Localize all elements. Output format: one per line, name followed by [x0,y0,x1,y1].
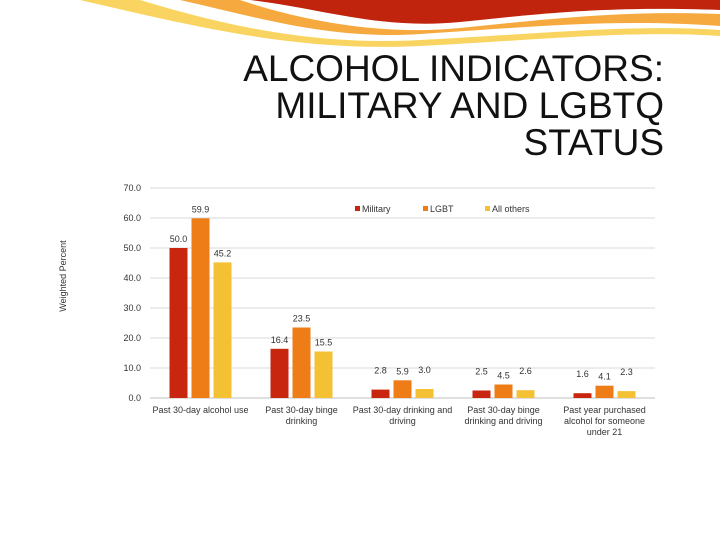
x-tick-label: drinking [286,416,318,426]
legend-swatch [485,206,490,211]
y-tick-label: 70.0 [123,183,141,193]
bar [169,248,188,398]
y-tick-label: 20.0 [123,333,141,343]
data-label: 5.9 [396,366,409,376]
legend-label: LGBT [430,204,454,214]
bar [191,218,210,398]
x-tick-label: Past 30-day binge [265,405,338,415]
bar [292,327,311,398]
y-tick-label: 60.0 [123,213,141,223]
x-tick-label: under 21 [587,427,623,437]
bar [213,262,232,398]
data-label: 4.5 [497,371,510,381]
x-tick-label: drinking and driving [464,416,542,426]
y-axis-title: Weighted Percent [58,240,68,312]
data-label: 4.1 [598,372,611,382]
bar [617,391,636,398]
title-line: STATUS [523,122,664,163]
data-label: 2.3 [620,367,633,377]
y-tick-label: 30.0 [123,303,141,313]
swoosh-yellow-band [80,0,720,47]
data-label: 3.0 [418,365,431,375]
title-line: ALCOHOL INDICATORS: [243,48,664,89]
bar [573,393,592,398]
x-tick-label: driving [389,416,416,426]
y-tick-label: 40.0 [123,273,141,283]
data-label: 45.2 [214,248,232,258]
x-tick-label: Past 30-day drinking and [353,405,453,415]
bar [371,389,390,398]
x-tick-label: Past 30-day alcohol use [152,405,248,415]
data-label: 2.8 [374,366,387,376]
bar [516,390,535,398]
legend-swatch [423,206,428,211]
bar [314,351,333,398]
y-tick-label: 0.0 [128,393,141,403]
legend-label: All others [492,204,530,214]
y-tick-label: 50.0 [123,243,141,253]
data-label: 1.6 [576,369,589,379]
data-label: 50.0 [170,234,188,244]
bar [595,385,614,398]
swoosh-dark-band [0,0,720,24]
legend-label: Military [362,204,391,214]
swoosh-light-band [0,0,720,36]
x-tick-label: Past year purchased [563,405,646,415]
bar [472,390,491,398]
data-label: 59.9 [192,204,210,214]
data-label: 16.4 [271,335,289,345]
x-tick-label: Past 30-day binge [467,405,540,415]
slide-title: ALCOHOL INDICATORS: MILITARY AND LGBTQ S… [144,50,664,161]
x-tick-label: alcohol for someone [564,416,645,426]
data-label: 15.5 [315,338,333,348]
data-label: 2.6 [519,366,532,376]
bar [393,380,412,398]
legend-swatch [355,206,360,211]
data-label: 23.5 [293,314,311,324]
decorative-swoosh [0,0,720,47]
data-label: 2.5 [475,367,488,377]
bar [270,348,289,398]
title-line: MILITARY AND LGBTQ [275,85,664,126]
bar [415,389,434,398]
y-tick-label: 10.0 [123,363,141,373]
bar [494,384,513,398]
